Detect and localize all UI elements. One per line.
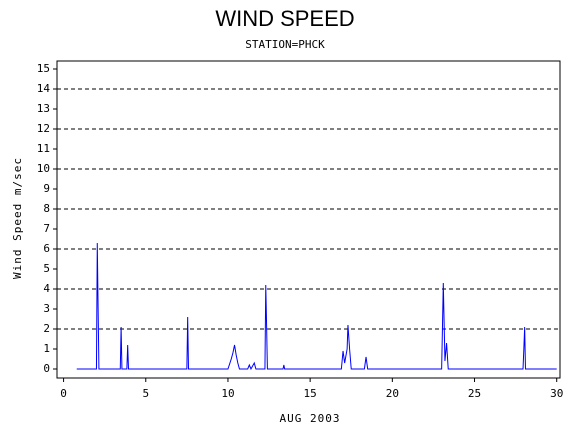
chart-subtitle: STATION=PHCK bbox=[245, 38, 325, 51]
y-tick-label: 15 bbox=[37, 62, 50, 75]
y-tick-label: 5 bbox=[43, 262, 50, 275]
y-tick-label: 14 bbox=[37, 82, 51, 95]
plot-frame bbox=[56, 60, 561, 379]
x-tick-label: 15 bbox=[304, 387, 317, 400]
y-tick-label: 9 bbox=[43, 182, 50, 195]
chart-title: WIND SPEED bbox=[215, 6, 354, 31]
y-tick-label: 13 bbox=[37, 102, 50, 115]
y-tick-label: 11 bbox=[37, 142, 50, 155]
x-tick-label: 5 bbox=[142, 387, 149, 400]
y-tick-label: 2 bbox=[43, 322, 50, 335]
y-tick-label: 6 bbox=[43, 242, 50, 255]
x-axis-label: AUG 2003 bbox=[280, 412, 341, 425]
x-tick-label: 20 bbox=[386, 387, 399, 400]
x-tick-label: 10 bbox=[221, 387, 234, 400]
x-tick-label: 0 bbox=[60, 387, 67, 400]
y-axis-label: Wind Speed m/sec bbox=[11, 157, 24, 279]
x-tick-label: 30 bbox=[550, 387, 563, 400]
data-line bbox=[76, 242, 557, 371]
y-tick-label: 3 bbox=[43, 302, 50, 315]
y-tick-label: 4 bbox=[43, 282, 50, 295]
y-tick-label: 12 bbox=[37, 122, 50, 135]
y-tick-label: 10 bbox=[37, 162, 50, 175]
y-tick-label: 1 bbox=[43, 342, 50, 355]
y-tick-label: 0 bbox=[43, 362, 50, 375]
y-tick-label: 8 bbox=[43, 202, 50, 215]
x-tick-label: 25 bbox=[468, 387, 481, 400]
y-tick-label: 7 bbox=[43, 222, 50, 235]
